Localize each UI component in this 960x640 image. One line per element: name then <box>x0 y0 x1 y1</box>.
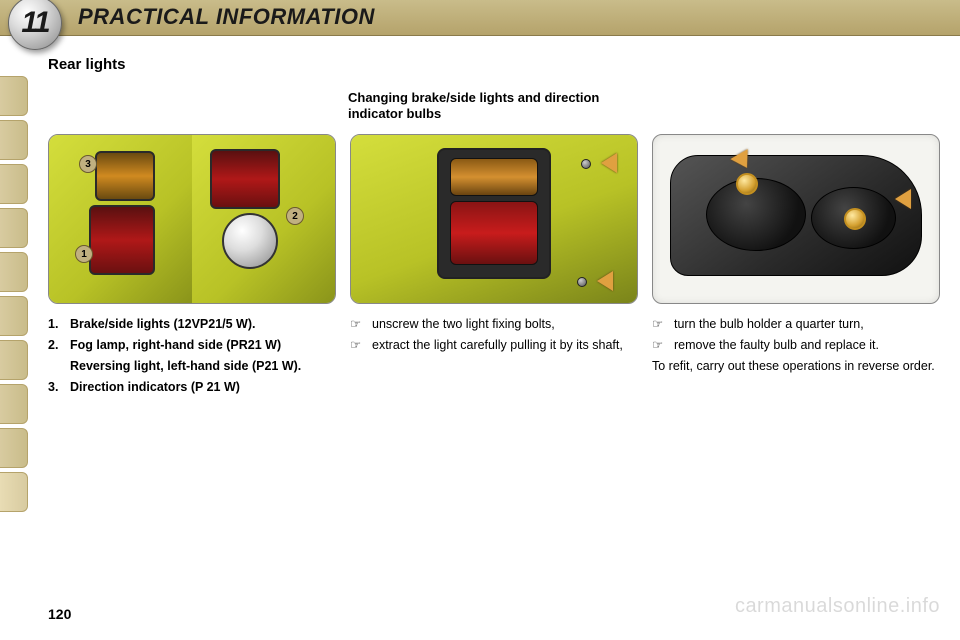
list-item: ☞ unscrew the two light fixing bolts, <box>350 316 638 333</box>
side-tab <box>0 76 28 116</box>
watermark: carmanualsonline.info <box>735 595 940 618</box>
list-text: Direction indicators (P 21 W) <box>70 379 336 396</box>
page-header: 11 PRACTICAL INFORMATION <box>0 0 960 36</box>
fig1-callout-3: 3 <box>79 155 97 173</box>
col3-tail: To refit, carry out these operations in … <box>652 358 940 375</box>
list-text: unscrew the two light fixing bolts, <box>372 316 638 333</box>
list-text: turn the bulb holder a quarter turn, <box>674 316 940 333</box>
col1-list: 1. Brake/side lights (12VP21/5 W). 2. Fo… <box>48 316 336 396</box>
sub-heading: Changing brake/side lights and direction… <box>348 90 628 121</box>
list-item: 1. Brake/side lights (12VP21/5 W). <box>48 316 336 333</box>
arrow-icon <box>597 271 613 291</box>
fig1-callout-1: 1 <box>75 245 93 263</box>
section-title: Rear lights <box>48 56 940 73</box>
list-bullet: ☞ <box>350 337 372 354</box>
figure-1: 1 3 2 <box>48 134 336 304</box>
fig2-screw-bottom <box>577 277 587 287</box>
col3-list: ☞ turn the bulb holder a quarter turn, ☞… <box>652 316 940 375</box>
list-bullet: ☞ <box>652 316 674 333</box>
figure-3 <box>652 134 940 304</box>
side-tab <box>0 340 28 380</box>
side-tab <box>0 252 28 292</box>
fig2-red-lens <box>450 201 538 265</box>
fig2-screw-top <box>581 159 591 169</box>
side-tab <box>0 120 28 160</box>
fig3-bulb-holder-1 <box>736 173 758 195</box>
fig1-left-panel: 1 3 <box>49 135 192 303</box>
fig2-lamp-housing <box>437 148 551 279</box>
arrow-icon <box>601 153 617 173</box>
list-text: extract the light carefully pulling it b… <box>372 337 638 354</box>
side-tab <box>0 296 28 336</box>
page-number: 120 <box>48 606 71 622</box>
fig1-indicator-lens <box>95 151 155 201</box>
side-tab <box>0 384 28 424</box>
list-item: ☞ turn the bulb holder a quarter turn, <box>652 316 940 333</box>
side-tab <box>0 164 28 204</box>
fig3-housing-back <box>670 155 922 276</box>
list-text: Brake/side lights (12VP21/5 W). <box>70 316 336 333</box>
figure-2 <box>350 134 638 304</box>
list-item: ☞ extract the light carefully pulling it… <box>350 337 638 354</box>
list-num: 3. <box>48 379 70 396</box>
list-text: Fog lamp, right-hand side (PR21 W) <box>70 337 336 354</box>
list-item: 3. Direction indicators (P 21 W) <box>48 379 336 396</box>
list-item: Reversing light, left-hand side (P21 W). <box>48 358 336 375</box>
side-tabs <box>0 76 28 516</box>
list-bullet: ☞ <box>652 337 674 354</box>
side-tab-active <box>0 472 28 512</box>
side-tab <box>0 428 28 468</box>
column-2: ☞ unscrew the two light fixing bolts, ☞ … <box>350 134 638 400</box>
fig1-reverse-lens <box>222 213 278 269</box>
col2-list: ☞ unscrew the two light fixing bolts, ☞ … <box>350 316 638 354</box>
fig1-right-panel: 2 <box>192 135 335 303</box>
list-num: 1. <box>48 316 70 333</box>
list-text: remove the faulty bulb and replace it. <box>674 337 940 354</box>
columns: 1 3 2 1. Brake/side lights (12VP21/5 W). <box>48 134 940 400</box>
content-area: Rear lights Changing brake/side lights a… <box>48 56 940 610</box>
column-3: ☞ turn the bulb holder a quarter turn, ☞… <box>652 134 940 400</box>
header-title: PRACTICAL INFORMATION <box>78 4 375 30</box>
list-num: 2. <box>48 337 70 354</box>
fig1-callout-2: 2 <box>286 207 304 225</box>
arrow-icon <box>895 189 911 209</box>
fig1-brake-lens <box>89 205 155 275</box>
fig2-amber-lens <box>450 158 538 196</box>
side-tab <box>0 208 28 248</box>
chapter-number: 11 <box>21 6 48 40</box>
page-body: Rear lights Changing brake/side lights a… <box>0 36 960 640</box>
list-bullet: ☞ <box>350 316 372 333</box>
list-item: 2. Fog lamp, right-hand side (PR21 W) <box>48 337 336 354</box>
column-1: 1 3 2 1. Brake/side lights (12VP21/5 W). <box>48 134 336 400</box>
fig1-brake-lens-2 <box>210 149 280 209</box>
list-item: ☞ remove the faulty bulb and replace it. <box>652 337 940 354</box>
